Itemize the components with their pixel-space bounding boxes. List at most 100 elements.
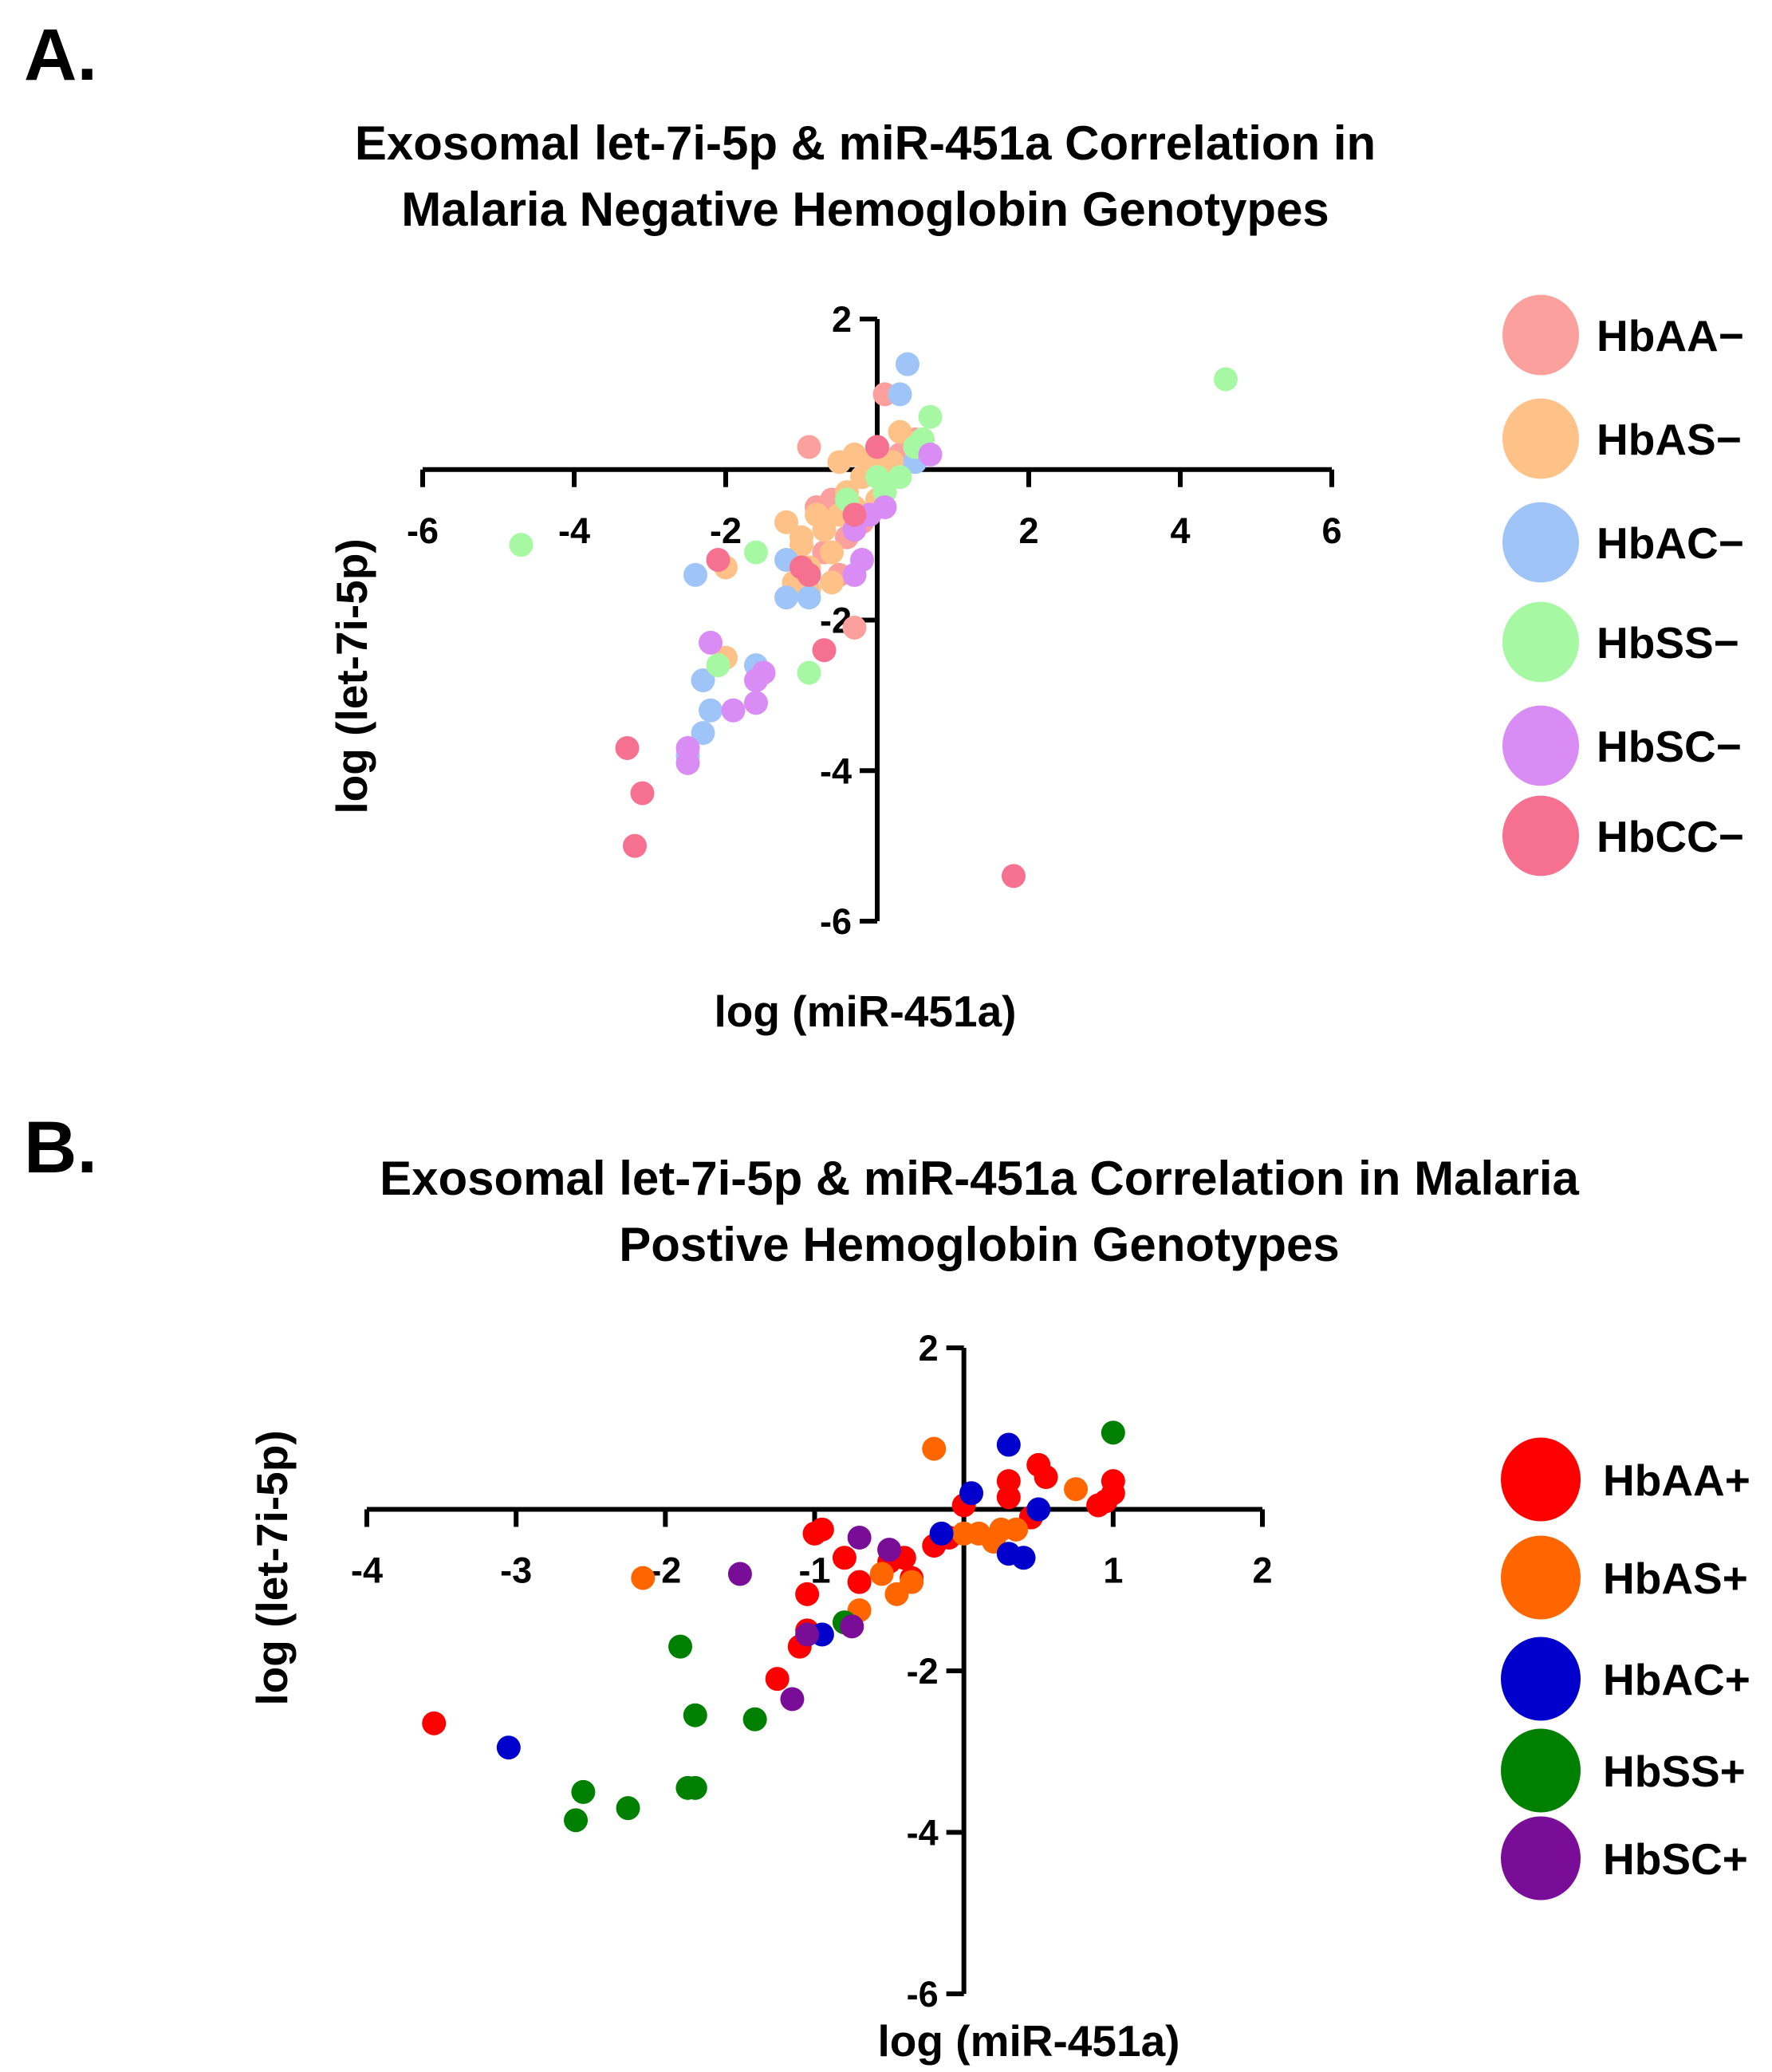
panel-b-y-axis-label: log (let-7i-5p)	[247, 1430, 297, 1705]
panel-a-label: A.	[24, 14, 97, 96]
legend-label: HbAS+	[1603, 1554, 1748, 1603]
data-point	[630, 781, 655, 806]
y-tick-label: -6	[907, 1974, 939, 2015]
data-point	[706, 548, 730, 572]
panel-b-x-axis-label: log (miR-451a)	[878, 2016, 1180, 2066]
legend-label: HbAA−	[1597, 311, 1744, 360]
data-point	[918, 442, 943, 467]
data-point	[721, 698, 746, 723]
data-point	[496, 1735, 521, 1760]
data-point	[790, 555, 813, 580]
data-point	[1002, 864, 1026, 888]
panel-b: B. Exosomal let-7i-5p & miR-451a Correla…	[24, 1107, 1750, 2066]
data-point	[812, 638, 837, 663]
legend-marker	[1501, 1437, 1581, 1522]
data-point	[683, 1703, 707, 1727]
x-tick-label: -2	[710, 510, 742, 551]
legend-marker	[1502, 398, 1579, 479]
data-point	[1101, 1420, 1125, 1445]
y-tick-label: -4	[820, 750, 852, 791]
x-tick-label: 6	[1321, 510, 1341, 551]
data-point	[509, 533, 534, 557]
data-point	[742, 1707, 767, 1731]
panel-b-label: B.	[24, 1107, 97, 1188]
x-tick-label: -4	[351, 1550, 383, 1591]
data-point	[922, 1436, 947, 1461]
data-point	[683, 1775, 707, 1800]
panel-b-axes: -4 -3 -2 -1 1 22-2-4-6	[351, 1328, 1273, 2015]
data-point	[1064, 1477, 1089, 1502]
x-tick-label: 4	[1170, 510, 1190, 551]
legend-label: HbAC−	[1597, 518, 1744, 568]
data-point	[691, 668, 715, 692]
y-tick-label: 2	[832, 299, 852, 340]
legend-label: HbAC+	[1603, 1655, 1750, 1704]
data-point	[422, 1711, 447, 1735]
data-point	[797, 435, 821, 459]
legend-marker	[1502, 502, 1579, 583]
panel-a: A. Exosomal let-7i-5p & miR-451a Correla…	[24, 14, 1744, 1036]
data-point	[668, 1634, 693, 1659]
data-point	[951, 1521, 976, 1546]
legend-label: HbCC−	[1597, 812, 1744, 861]
data-point	[888, 420, 912, 444]
data-point	[683, 562, 707, 587]
data-point	[1214, 367, 1238, 392]
data-point	[877, 1538, 902, 1562]
data-point	[802, 1521, 827, 1546]
legend-marker	[1502, 795, 1579, 876]
data-point	[888, 382, 912, 407]
panel-b-title-line-1: Exosomal let-7i-5p & miR-451a Correlatio…	[380, 1152, 1579, 1205]
data-point	[872, 494, 897, 519]
data-point	[795, 1622, 820, 1647]
legend-marker	[1501, 1816, 1581, 1901]
data-point	[564, 1808, 589, 1833]
data-point	[896, 352, 919, 376]
series-4	[727, 1525, 902, 1712]
panel-a-title-line-1: Exosomal let-7i-5p & miR-451a Correlatio…	[355, 116, 1376, 170]
panel-a-title-line-2: Malaria Negative Hemoglobin Genotypes	[401, 183, 1329, 236]
data-point	[765, 1667, 790, 1692]
legend-label: HbSS+	[1603, 1747, 1746, 1796]
legend-marker	[1502, 294, 1579, 376]
data-point	[812, 518, 837, 542]
data-point	[842, 615, 867, 640]
legend-marker	[1501, 1728, 1581, 1813]
data-point	[1011, 1546, 1036, 1570]
data-point	[631, 1566, 656, 1590]
panel-b-title-line-2: Postive Hemoglobin Genotypes	[619, 1218, 1340, 1271]
data-point	[774, 585, 798, 610]
x-tick-label: -4	[558, 510, 590, 551]
x-tick-label: 1	[1103, 1550, 1123, 1591]
panel-a-points	[509, 352, 1238, 888]
data-point	[615, 735, 640, 760]
panel-a-x-axis-label: log (miR-451a)	[715, 987, 1017, 1036]
legend-label: HbSS−	[1597, 618, 1739, 668]
data-point	[744, 540, 768, 565]
data-point	[865, 465, 889, 490]
data-point	[847, 1570, 872, 1594]
data-point	[616, 1796, 640, 1821]
legend-marker	[1502, 601, 1579, 683]
data-point	[706, 653, 730, 678]
data-point	[691, 721, 715, 746]
data-point	[744, 691, 768, 715]
data-point	[888, 465, 912, 490]
panel-b-legend: HbAA+ HbAS+ HbAC+ HbSS+ HbSC+	[1501, 1437, 1750, 1901]
data-point	[918, 404, 943, 429]
panel-a-y-axis-label: log (let-7i-5p)	[327, 538, 376, 813]
legend-label: HbSC+	[1603, 1834, 1748, 1884]
data-point	[820, 540, 844, 565]
panel-a-axes: -6 -4 -2 2 4 62-2-4-6	[407, 299, 1342, 942]
series-2	[496, 1432, 1051, 1760]
legend-label: HbAA+	[1603, 1456, 1750, 1505]
data-point	[751, 660, 776, 685]
data-point	[1034, 1465, 1058, 1489]
data-point	[959, 1481, 984, 1506]
data-point	[795, 1582, 820, 1606]
data-point	[675, 750, 700, 775]
data-point	[996, 1432, 1021, 1457]
panel-b-points	[422, 1420, 1125, 1833]
data-point	[842, 562, 867, 587]
